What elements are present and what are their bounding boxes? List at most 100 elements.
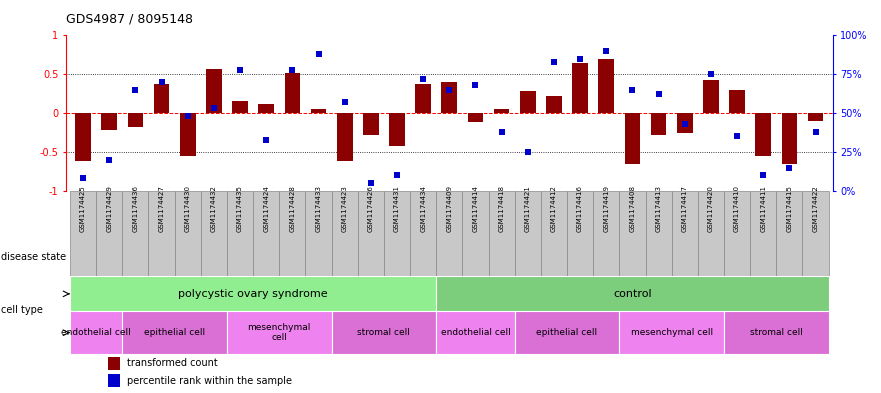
Bar [515, 311, 619, 354]
Point [652, 91, 666, 97]
Bar [96, 191, 122, 276]
Point [102, 156, 116, 163]
Bar [201, 191, 227, 276]
Bar [108, 356, 121, 370]
Bar [750, 191, 776, 276]
Bar [70, 311, 122, 354]
Text: polycystic ovary syndrome: polycystic ovary syndrome [178, 289, 328, 299]
Bar [285, 73, 300, 113]
Point [809, 129, 823, 135]
Point [233, 66, 247, 73]
Bar [703, 81, 719, 113]
Bar [253, 191, 279, 276]
Bar [331, 311, 436, 354]
Bar [436, 311, 515, 354]
Text: GSM1174424: GSM1174424 [263, 185, 270, 232]
Bar [75, 113, 91, 161]
Text: GSM1174413: GSM1174413 [655, 185, 662, 232]
Bar [331, 191, 358, 276]
Text: control: control [613, 289, 652, 299]
Text: GSM1174430: GSM1174430 [185, 185, 190, 232]
Text: GSM1174409: GSM1174409 [447, 185, 452, 232]
Text: GSM1174434: GSM1174434 [420, 185, 426, 232]
Text: GSM1174431: GSM1174431 [394, 185, 400, 232]
Bar [573, 62, 588, 113]
Point [599, 48, 613, 54]
Bar [436, 276, 829, 311]
Bar [493, 109, 509, 113]
Bar [755, 113, 771, 156]
Text: GSM1174419: GSM1174419 [603, 185, 610, 232]
Point [312, 51, 326, 57]
Point [782, 164, 796, 171]
Bar [337, 113, 352, 161]
Bar [174, 191, 201, 276]
Bar [781, 113, 797, 163]
Text: mesenchymal
cell: mesenchymal cell [248, 323, 311, 342]
Bar [101, 113, 117, 130]
Bar [70, 191, 96, 276]
Text: GSM1174435: GSM1174435 [237, 185, 243, 232]
Text: GSM1174423: GSM1174423 [342, 185, 348, 232]
Text: GSM1174416: GSM1174416 [577, 185, 583, 232]
Text: GDS4987 / 8095148: GDS4987 / 8095148 [66, 13, 193, 26]
Bar [724, 311, 829, 354]
Bar [363, 113, 379, 135]
Point [494, 129, 508, 135]
Bar [677, 113, 692, 133]
Point [730, 133, 744, 140]
Text: GSM1174425: GSM1174425 [80, 185, 86, 232]
Bar [515, 191, 541, 276]
Bar [306, 191, 331, 276]
Bar [279, 191, 306, 276]
Text: GSM1174429: GSM1174429 [107, 185, 112, 232]
Text: GSM1174420: GSM1174420 [708, 185, 714, 232]
Point [677, 121, 692, 127]
Bar [149, 191, 174, 276]
Bar [724, 191, 750, 276]
Text: transformed count: transformed count [128, 358, 218, 368]
Point [259, 136, 273, 143]
Bar [671, 191, 698, 276]
Point [416, 76, 430, 82]
Point [364, 180, 378, 186]
Text: GSM1174411: GSM1174411 [760, 185, 766, 232]
Bar [227, 311, 331, 354]
Bar [546, 96, 562, 113]
Point [207, 105, 221, 112]
Text: endothelial cell: endothelial cell [62, 328, 131, 337]
Bar [258, 104, 274, 113]
Bar [646, 191, 671, 276]
Text: cell type: cell type [1, 305, 43, 316]
Bar [598, 59, 614, 113]
Bar [108, 374, 121, 387]
Bar [567, 191, 593, 276]
Bar [410, 191, 436, 276]
Bar [358, 191, 384, 276]
Bar [441, 82, 457, 113]
Text: GSM1174427: GSM1174427 [159, 185, 165, 232]
Text: GSM1174426: GSM1174426 [368, 185, 374, 232]
Text: mesenchymal cell: mesenchymal cell [631, 328, 713, 337]
Text: GSM1174418: GSM1174418 [499, 185, 505, 232]
Bar [227, 191, 253, 276]
Bar [468, 113, 484, 123]
Point [390, 172, 404, 178]
Point [704, 71, 718, 77]
Text: GSM1174436: GSM1174436 [132, 185, 138, 232]
Point [521, 149, 535, 155]
Bar [389, 113, 405, 146]
Text: GSM1174414: GSM1174414 [472, 185, 478, 232]
Text: disease state: disease state [1, 252, 66, 263]
Point [285, 66, 300, 73]
Text: GSM1174415: GSM1174415 [787, 185, 792, 232]
Point [469, 82, 483, 88]
Bar [698, 191, 724, 276]
Point [76, 175, 90, 182]
Text: GSM1174412: GSM1174412 [551, 185, 557, 232]
Bar [206, 69, 222, 113]
Point [547, 59, 561, 65]
Text: GSM1174432: GSM1174432 [211, 185, 217, 232]
Bar [233, 101, 248, 113]
Bar [729, 90, 745, 113]
